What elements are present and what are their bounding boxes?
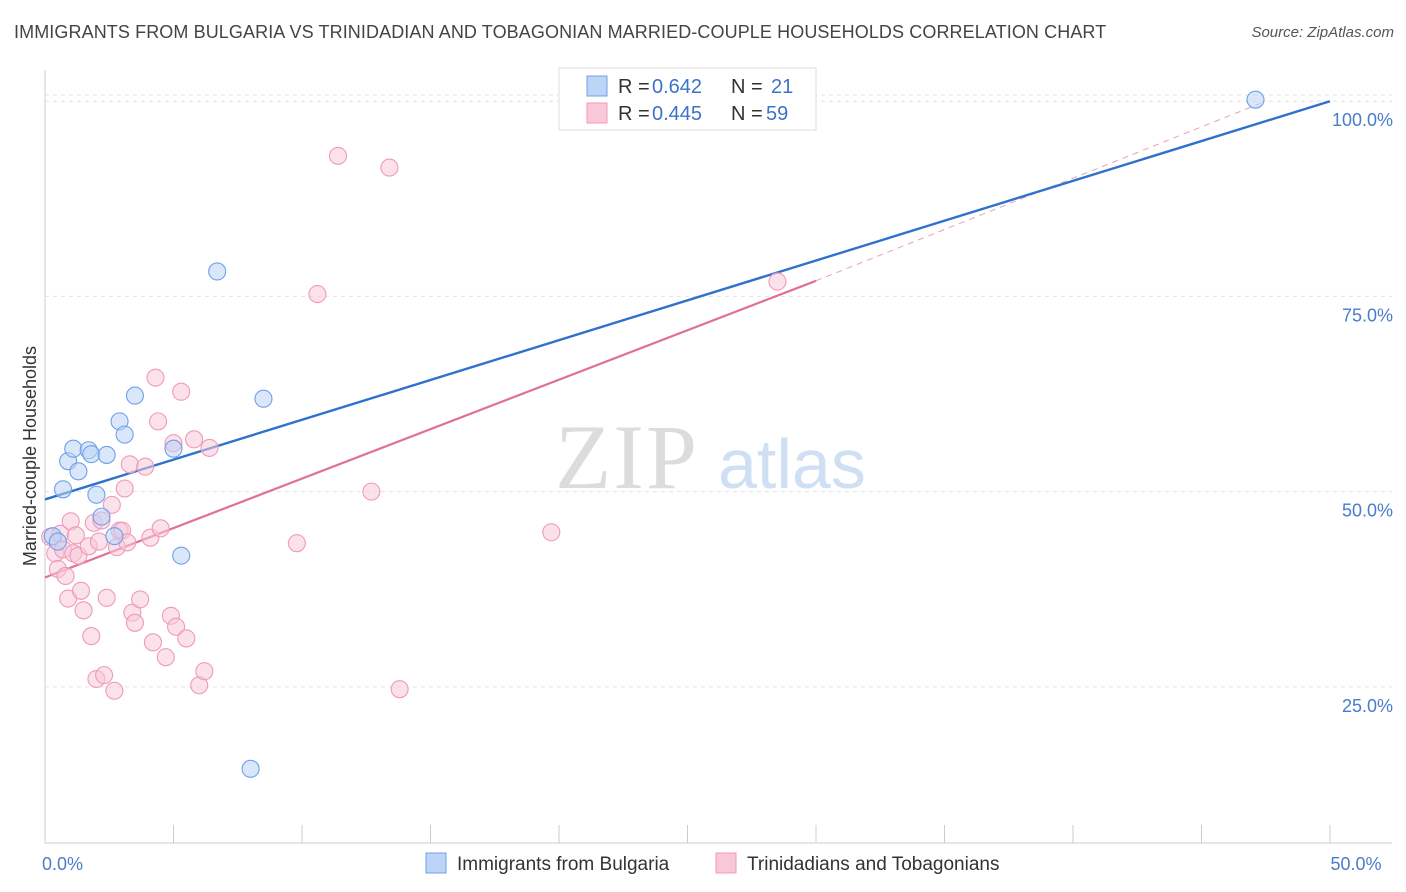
point-trinidad-50 xyxy=(328,146,348,165)
x-tick-marks xyxy=(44,825,1331,843)
point-trinidad-42 xyxy=(172,382,191,401)
point-bulgaria-4 xyxy=(64,439,83,458)
point-bulgaria-13 xyxy=(115,425,134,444)
point-trinidad-19 xyxy=(95,666,114,685)
grid-lines xyxy=(45,94,1392,688)
trend-lines xyxy=(44,100,1331,579)
point-trinidad-9 xyxy=(66,526,85,545)
legend-swatch-bulgaria xyxy=(586,75,608,97)
chart-title: IMMIGRANTS FROM BULGARIA VS TRINIDADIAN … xyxy=(14,22,1107,42)
point-trinidad-47 xyxy=(200,438,219,457)
point-trinidad-12 xyxy=(74,601,93,620)
watermark-zip: ZIP xyxy=(555,406,699,508)
legend-n-label-trinidad: N = xyxy=(731,103,763,125)
point-trinidad-55 xyxy=(768,272,787,291)
point-bulgaria-7 xyxy=(82,445,101,464)
point-trinidad-48 xyxy=(287,534,306,553)
point-trinidad-46 xyxy=(195,662,214,681)
series-legend-swatch-trinidad xyxy=(715,852,737,874)
point-trinidad-38 xyxy=(156,648,175,667)
point-trinidad-28 xyxy=(120,455,139,474)
y-tick-label-1: 50.0% xyxy=(1342,501,1393,521)
legend-n-value-trinidad: 59 xyxy=(766,103,788,125)
y-tick-label-2: 75.0% xyxy=(1342,305,1393,325)
trend-line-trinidad xyxy=(44,279,817,579)
point-bulgaria-17 xyxy=(208,262,227,281)
point-trinidad-26 xyxy=(115,479,134,498)
point-trinidad-37 xyxy=(151,519,170,538)
point-trinidad-30 xyxy=(125,613,144,632)
legend-r-label-trinidad: R = xyxy=(618,103,650,125)
point-bulgaria-19 xyxy=(254,389,273,408)
point-trinidad-14 xyxy=(82,627,101,646)
point-trinidad-54 xyxy=(542,523,561,542)
point-trinidad-31 xyxy=(131,590,150,609)
point-trinidad-35 xyxy=(146,368,165,387)
legend-n-label-bulgaria: N = xyxy=(731,76,763,98)
point-trinidad-20 xyxy=(97,588,116,607)
scatter-points xyxy=(41,90,1265,778)
point-trinidad-32 xyxy=(136,457,155,476)
series-legend: Immigrants from Bulgaria Trinidadians an… xyxy=(425,852,999,875)
y-tick-label-3: 100.0% xyxy=(1332,110,1393,130)
watermark: ZIP atlas xyxy=(555,406,866,508)
point-trinidad-5 xyxy=(56,566,75,586)
point-bulgaria-11 xyxy=(105,527,124,546)
legend-n-value-bulgaria: 21 xyxy=(771,76,793,98)
point-trinidad-43 xyxy=(177,629,196,648)
point-trinidad-51 xyxy=(362,482,381,501)
legend-r-value-trinidad: 0.445 xyxy=(652,103,702,125)
point-trinidad-36 xyxy=(149,412,168,431)
legend-r-label-bulgaria: R = xyxy=(618,76,650,98)
point-bulgaria-10 xyxy=(97,445,116,464)
x-tick-label-1: 50.0% xyxy=(1330,854,1381,874)
series-legend-label-bulgaria: Immigrants from Bulgaria xyxy=(457,854,670,875)
point-bulgaria-16 xyxy=(172,546,191,565)
point-trinidad-44 xyxy=(185,430,204,449)
point-bulgaria-2 xyxy=(53,480,73,499)
point-trinidad-21 xyxy=(102,495,121,514)
stats-legend: R = 0.642 N = 21 R = 0.445 N = 59 xyxy=(558,67,817,131)
point-bulgaria-8 xyxy=(87,485,106,504)
x-tick-label-0: 0.0% xyxy=(42,854,83,874)
series-legend-swatch-bulgaria xyxy=(425,852,447,874)
point-bulgaria-14 xyxy=(125,386,144,405)
legend-swatch-trinidad xyxy=(586,102,608,124)
point-bulgaria-15 xyxy=(164,439,183,458)
point-trinidad-17 xyxy=(89,532,109,551)
y-tick-labels: 25.0% 50.0% 75.0% 100.0% xyxy=(1332,110,1393,716)
trend-line-bulgaria xyxy=(44,100,1331,501)
legend-r-value-bulgaria: 0.642 xyxy=(652,76,702,98)
source-credit: Source: ZipAtlas.com xyxy=(1251,24,1394,41)
point-bulgaria-18 xyxy=(241,759,260,778)
watermark-atlas: atlas xyxy=(718,425,866,503)
point-trinidad-11 xyxy=(71,581,91,600)
y-axis-title: Married-couple Households xyxy=(20,346,40,566)
point-trinidad-52 xyxy=(380,158,399,177)
point-trinidad-53 xyxy=(390,680,409,699)
point-trinidad-41 xyxy=(167,617,186,636)
point-bulgaria-20 xyxy=(1246,90,1265,109)
point-trinidad-34 xyxy=(143,633,162,652)
point-bulgaria-1 xyxy=(48,532,67,551)
x-tick-labels: 0.0% 50.0% xyxy=(42,854,1382,874)
point-bulgaria-9 xyxy=(92,507,111,526)
point-trinidad-49 xyxy=(308,285,327,304)
axes xyxy=(44,70,1392,844)
point-trinidad-22 xyxy=(105,681,124,700)
y-tick-label-0: 25.0% xyxy=(1342,696,1393,716)
point-bulgaria-5 xyxy=(69,462,88,481)
series-legend-label-trinidad: Trinidadians and Tobagonians xyxy=(747,854,999,875)
